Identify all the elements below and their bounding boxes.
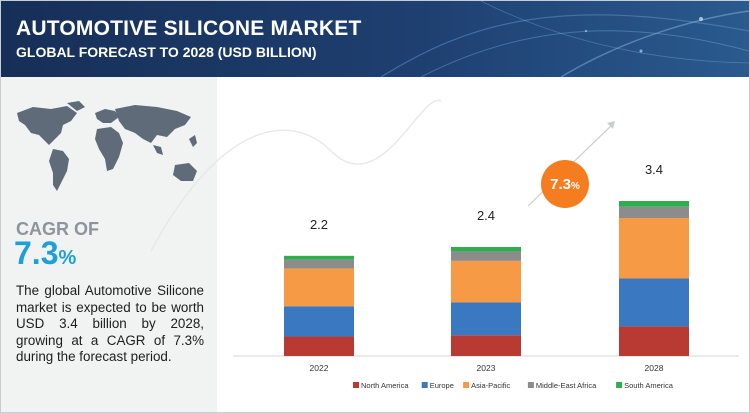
- x-tick-label-group: 2022 2023 2028: [310, 363, 664, 373]
- bar-segment-europe-2028: [619, 278, 689, 327]
- cagr-number: 7.3: [14, 235, 59, 271]
- legend-swatch-europe: [421, 382, 428, 388]
- bar-segment-south-america-2023: [451, 247, 521, 252]
- page-subtitle: GLOBAL FORECAST TO 2028 (USD BILLION): [16, 44, 317, 60]
- world-map-icon: [17, 101, 197, 191]
- page-title: AUTOMOTIVE SILICONE MARKET: [16, 17, 362, 40]
- growth-arrow-head: [607, 121, 615, 129]
- bar-segment-middle-east-africa-2022: [284, 259, 354, 269]
- legend-swatch-south-america: [616, 382, 623, 388]
- cagr-badge-number: 7.3: [550, 176, 571, 193]
- bar-segment-north-america-2023: [451, 335, 521, 356]
- bar-segment-north-america-2022: [284, 336, 354, 356]
- header-banner: AUTOMOTIVE SILICONE MARKET GLOBAL FORECA…: [1, 1, 749, 77]
- bar-segment-asia-pacific-2028: [619, 218, 689, 279]
- bar-segment-asia-pacific-2022: [284, 268, 354, 307]
- bar-group: [284, 201, 689, 356]
- legend-label-asia-pacific: Asia-Pacific: [471, 381, 510, 390]
- background-swoosh: [150, 99, 442, 252]
- cagr-label: CAGR OF: [16, 219, 99, 239]
- bar-segment-asia-pacific-2023: [451, 260, 521, 303]
- total-label-group: 2.2 2.4 3.4: [310, 162, 663, 232]
- bar-segment-europe-2023: [451, 302, 521, 336]
- bar-segment-middle-east-africa-2028: [619, 206, 689, 219]
- cagr-badge: [541, 160, 589, 208]
- cagr-badge-label: 7.3%: [550, 176, 580, 193]
- total-label-2022: 2.2: [310, 217, 328, 232]
- bar-segment-europe-2022: [284, 306, 354, 337]
- cagr-unit: %: [58, 247, 77, 269]
- x-tick-label-2022: 2022: [310, 363, 329, 373]
- total-label-2028: 3.4: [645, 162, 663, 177]
- bar-segment-north-america-2028: [619, 326, 689, 356]
- legend-label-north-america: North America: [361, 381, 409, 390]
- total-label-2023: 2.4: [477, 208, 495, 223]
- x-tick-label-2023: 2023: [477, 363, 496, 373]
- market-description: The global Automotive Silicone market is…: [16, 283, 204, 364]
- legend-label-middle-east-africa: Middle-East Africa: [536, 381, 597, 390]
- legend-swatch-asia-pacific: [463, 382, 470, 388]
- legend-swatch-north-america: [353, 382, 359, 388]
- x-tick-label-2028: 2028: [645, 363, 664, 373]
- summary-panel: CAGR OF 7.3% The global Automotive Silic…: [1, 77, 217, 412]
- bar-segment-middle-east-africa-2023: [451, 251, 521, 261]
- cagr-badge-symbol: %: [571, 181, 580, 192]
- legend-label-south-america: South America: [624, 381, 674, 390]
- cagr-value: 7.3%: [14, 235, 76, 272]
- header-decoration: [380, 1, 749, 77]
- chart-legend: North America Europe Asia-Pacific Middle-Ea…: [353, 381, 674, 390]
- legend-swatch-middle-east-africa: [527, 382, 534, 388]
- bar-segment-south-america-2022: [284, 255, 354, 260]
- bar-segment-south-america-2028: [619, 201, 689, 207]
- legend-label-europe: Europe: [430, 381, 454, 390]
